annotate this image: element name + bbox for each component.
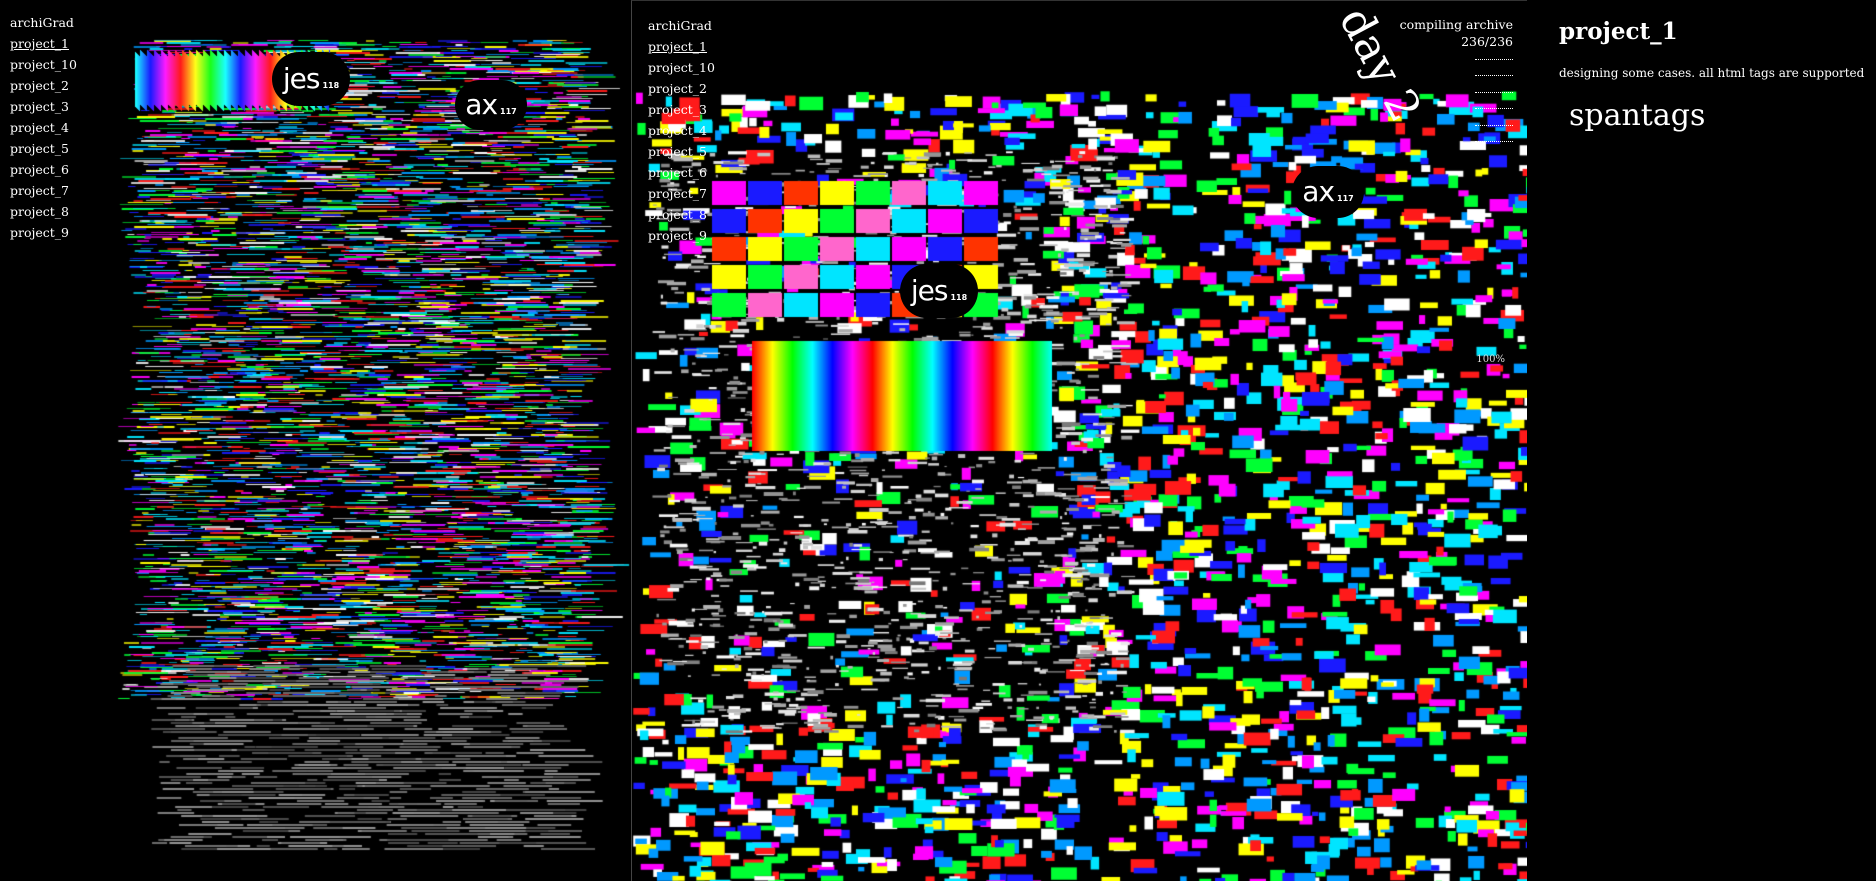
center-nav-item-project-3[interactable]: project_3 (648, 102, 708, 117)
jes-bubble[interactable]: jes 118 (900, 264, 978, 318)
center-nav-item-project-8[interactable]: project_8 (648, 207, 708, 222)
project-title: project_1 (1559, 18, 1678, 45)
left-nav-item-project-6[interactable]: project_6 (10, 162, 70, 177)
left-viewport[interactable]: archiGrad project_1 project_10 project_2… (0, 0, 630, 881)
left-project-nav: archiGrad project_1 project_10 project_2… (10, 12, 77, 243)
jes-bubble[interactable]: jes 118 (272, 52, 350, 106)
jes-count: 118 (322, 81, 340, 90)
left-brand-link[interactable]: archiGrad (10, 15, 74, 30)
compile-status: compiling archive 236/236 (1400, 16, 1513, 50)
left-nav-item-project-10[interactable]: project_10 (10, 57, 77, 72)
progress-dash (1475, 92, 1513, 93)
center-3d-canvas[interactable] (632, 1, 1527, 881)
center-nav-item-project-7[interactable]: project_7 (648, 186, 708, 201)
ax-bubble[interactable]: ax 117 (455, 80, 527, 130)
left-nav-item-project-2[interactable]: project_2 (10, 78, 70, 93)
left-nav-item-project-5[interactable]: project_5 (10, 141, 70, 156)
compile-status-text: compiling archive (1399, 17, 1513, 32)
center-nav-item-project-9[interactable]: project_9 (648, 228, 708, 243)
project-description: designing some cases. all html tags are … (1559, 66, 1865, 80)
center-nav-item-project-1[interactable]: project_1 (648, 39, 708, 54)
ax-name: ax (465, 88, 498, 121)
left-nav-item-project-3[interactable]: project_3 (10, 99, 70, 114)
center-project-nav: archiGrad project_1 project_10 project_2… (648, 15, 715, 246)
left-nav-item-project-7[interactable]: project_7 (10, 183, 70, 198)
left-nav-item-project-4[interactable]: project_4 (10, 120, 70, 135)
ax-bubble[interactable]: ax 117 (1292, 166, 1364, 218)
center-nav-item-project-10[interactable]: project_10 (648, 60, 715, 75)
project-info-panel: project_1 designing some cases. all html… (1527, 0, 1876, 881)
center-nav-item-project-2[interactable]: project_2 (648, 81, 708, 96)
center-brand-link[interactable]: archiGrad (648, 18, 712, 33)
left-nav-item-project-9[interactable]: project_9 (10, 225, 70, 240)
center-nav-item-project-6[interactable]: project_6 (648, 165, 708, 180)
center-nav-item-project-4[interactable]: project_4 (648, 123, 708, 138)
ax-count: 117 (500, 107, 517, 116)
progress-dash (1475, 75, 1513, 76)
ax-count: 117 (1337, 194, 1354, 203)
progress-percent: 100% (1476, 354, 1505, 365)
progress-dash (1475, 108, 1513, 109)
progress-dash (1475, 125, 1513, 126)
center-nav-item-project-5[interactable]: project_5 (648, 144, 708, 159)
jes-count: 118 (950, 293, 968, 302)
ax-name: ax (1302, 175, 1335, 208)
compile-status-count: 236/236 (1461, 34, 1513, 49)
progress-dash (1475, 141, 1513, 142)
jes-name: jes (282, 62, 321, 95)
center-viewport[interactable]: archiGrad project_1 project_10 project_2… (631, 0, 1527, 881)
left-nav-item-project-8[interactable]: project_8 (10, 204, 70, 219)
progress-dash (1475, 59, 1513, 60)
left-nav-item-project-1[interactable]: project_1 (10, 36, 70, 51)
jes-name: jes (910, 274, 949, 307)
project-span-text: spantags (1569, 98, 1706, 133)
left-3d-canvas[interactable] (0, 0, 630, 881)
